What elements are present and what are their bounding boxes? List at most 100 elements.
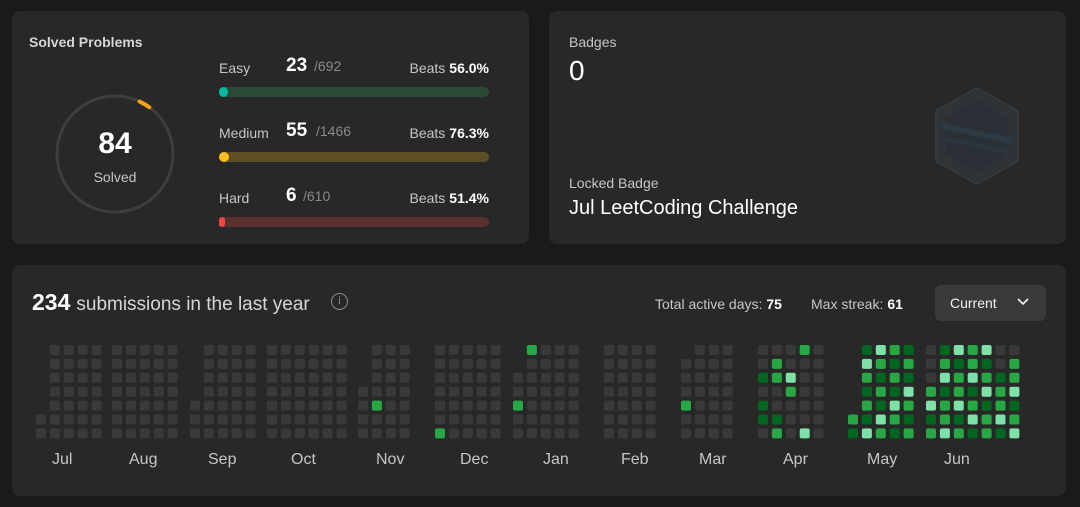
heatmap-day-cell[interactable] <box>604 386 614 397</box>
heatmap-day-cell[interactable] <box>645 358 656 369</box>
heatmap-day-cell[interactable] <box>91 428 102 439</box>
heatmap-day-cell[interactable] <box>308 400 319 411</box>
heatmap-day-cell[interactable] <box>785 372 796 383</box>
heatmap-day-cell[interactable] <box>981 386 992 397</box>
heatmap-day-cell[interactable] <box>280 428 291 439</box>
heatmap-day-cell[interactable] <box>939 345 950 355</box>
heatmap-day-cell[interactable] <box>1009 372 1020 383</box>
heatmap-day-cell[interactable] <box>953 414 964 425</box>
heatmap-day-cell[interactable] <box>694 428 705 439</box>
heatmap-day-cell[interactable] <box>167 400 178 411</box>
heatmap-day-cell[interactable] <box>953 386 964 397</box>
heatmap-day-cell[interactable] <box>322 345 333 355</box>
heatmap-day-cell[interactable] <box>63 386 74 397</box>
heatmap-day-cell[interactable] <box>91 414 102 425</box>
heatmap-day-cell[interactable] <box>681 428 691 439</box>
heatmap-day-cell[interactable] <box>385 386 396 397</box>
heatmap-day-cell[interactable] <box>708 358 719 369</box>
heatmap-day-cell[interactable] <box>540 400 551 411</box>
heatmap-day-cell[interactable] <box>139 400 150 411</box>
heatmap-day-cell[interactable] <box>771 372 782 383</box>
heatmap-day-cell[interactable] <box>526 372 537 383</box>
heatmap-day-cell[interactable] <box>617 358 628 369</box>
heatmap-day-cell[interactable] <box>813 358 824 369</box>
heatmap-day-cell[interactable] <box>540 414 551 425</box>
heatmap-day-cell[interactable] <box>358 428 368 439</box>
heatmap-day-cell[interactable] <box>476 358 487 369</box>
heatmap-day-cell[interactable] <box>813 428 824 439</box>
heatmap-day-cell[interactable] <box>203 428 214 439</box>
heatmap-day-cell[interactable] <box>967 386 978 397</box>
heatmap-day-cell[interactable] <box>336 386 347 397</box>
heatmap-day-cell[interactable] <box>848 428 858 439</box>
heatmap-day-cell[interactable] <box>875 428 886 439</box>
heatmap-day-cell[interactable] <box>91 400 102 411</box>
heatmap-day-cell[interactable] <box>322 372 333 383</box>
heatmap-day-cell[interactable] <box>125 414 136 425</box>
heatmap-day-cell[interactable] <box>435 414 445 425</box>
heatmap-day-cell[interactable] <box>903 372 914 383</box>
heatmap-day-cell[interactable] <box>758 414 768 425</box>
heatmap-day-cell[interactable] <box>995 400 1006 411</box>
heatmap-day-cell[interactable] <box>371 400 382 411</box>
heatmap-day-cell[interactable] <box>267 358 277 369</box>
heatmap-day-cell[interactable] <box>813 345 824 355</box>
heatmap-day-cell[interactable] <box>245 414 256 425</box>
heatmap-day-cell[interactable] <box>513 428 523 439</box>
heatmap-day-cell[interactable] <box>245 428 256 439</box>
heatmap-day-cell[interactable] <box>708 386 719 397</box>
heatmap-day-cell[interactable] <box>799 345 810 355</box>
heatmap-day-cell[interactable] <box>36 428 46 439</box>
heatmap-day-cell[interactable] <box>526 386 537 397</box>
heatmap-day-cell[interactable] <box>399 400 410 411</box>
heatmap-day-cell[interactable] <box>77 428 88 439</box>
heatmap-day-cell[interactable] <box>1009 345 1020 355</box>
heatmap-day-cell[interactable] <box>448 428 459 439</box>
heatmap-day-cell[interactable] <box>476 428 487 439</box>
heatmap-day-cell[interactable] <box>694 358 705 369</box>
heatmap-day-cell[interactable] <box>280 345 291 355</box>
heatmap-day-cell[interactable] <box>476 345 487 355</box>
heatmap-day-cell[interactable] <box>231 372 242 383</box>
heatmap-day-cell[interactable] <box>399 386 410 397</box>
heatmap-day-cell[interactable] <box>336 400 347 411</box>
heatmap-day-cell[interactable] <box>294 428 305 439</box>
heatmap-day-cell[interactable] <box>322 400 333 411</box>
heatmap-day-cell[interactable] <box>125 358 136 369</box>
heatmap-day-cell[interactable] <box>875 386 886 397</box>
heatmap-day-cell[interactable] <box>861 345 872 355</box>
heatmap-day-cell[interactable] <box>540 358 551 369</box>
heatmap-day-cell[interactable] <box>203 372 214 383</box>
heatmap-day-cell[interactable] <box>448 414 459 425</box>
heatmap-day-cell[interactable] <box>280 400 291 411</box>
heatmap-day-cell[interactable] <box>63 372 74 383</box>
heatmap-day-cell[interactable] <box>153 386 164 397</box>
heatmap-day-cell[interactable] <box>875 414 886 425</box>
heatmap-day-cell[interactable] <box>967 372 978 383</box>
heatmap-day-cell[interactable] <box>167 345 178 355</box>
heatmap-day-cell[interactable] <box>490 428 501 439</box>
heatmap-day-cell[interactable] <box>231 428 242 439</box>
heatmap-day-cell[interactable] <box>771 358 782 369</box>
heatmap-day-cell[interactable] <box>308 386 319 397</box>
heatmap-day-cell[interactable] <box>203 386 214 397</box>
heatmap-day-cell[interactable] <box>308 358 319 369</box>
heatmap-day-cell[interactable] <box>91 358 102 369</box>
heatmap-day-cell[interactable] <box>903 345 914 355</box>
heatmap-day-cell[interactable] <box>280 386 291 397</box>
heatmap-day-cell[interactable] <box>708 428 719 439</box>
heatmap-day-cell[interactable] <box>995 358 1006 369</box>
heatmap-day-cell[interactable] <box>889 386 900 397</box>
heatmap-day-cell[interactable] <box>36 414 46 425</box>
heatmap-day-cell[interactable] <box>926 428 936 439</box>
heatmap-day-cell[interactable] <box>322 414 333 425</box>
heatmap-day-cell[interactable] <box>490 372 501 383</box>
heatmap-day-cell[interactable] <box>49 358 60 369</box>
heatmap-day-cell[interactable] <box>167 372 178 383</box>
heatmap-day-cell[interactable] <box>813 400 824 411</box>
heatmap-day-cell[interactable] <box>604 345 614 355</box>
heatmap-day-cell[interactable] <box>91 386 102 397</box>
heatmap-day-cell[interactable] <box>385 414 396 425</box>
heatmap-day-cell[interactable] <box>926 372 936 383</box>
heatmap-day-cell[interactable] <box>245 372 256 383</box>
